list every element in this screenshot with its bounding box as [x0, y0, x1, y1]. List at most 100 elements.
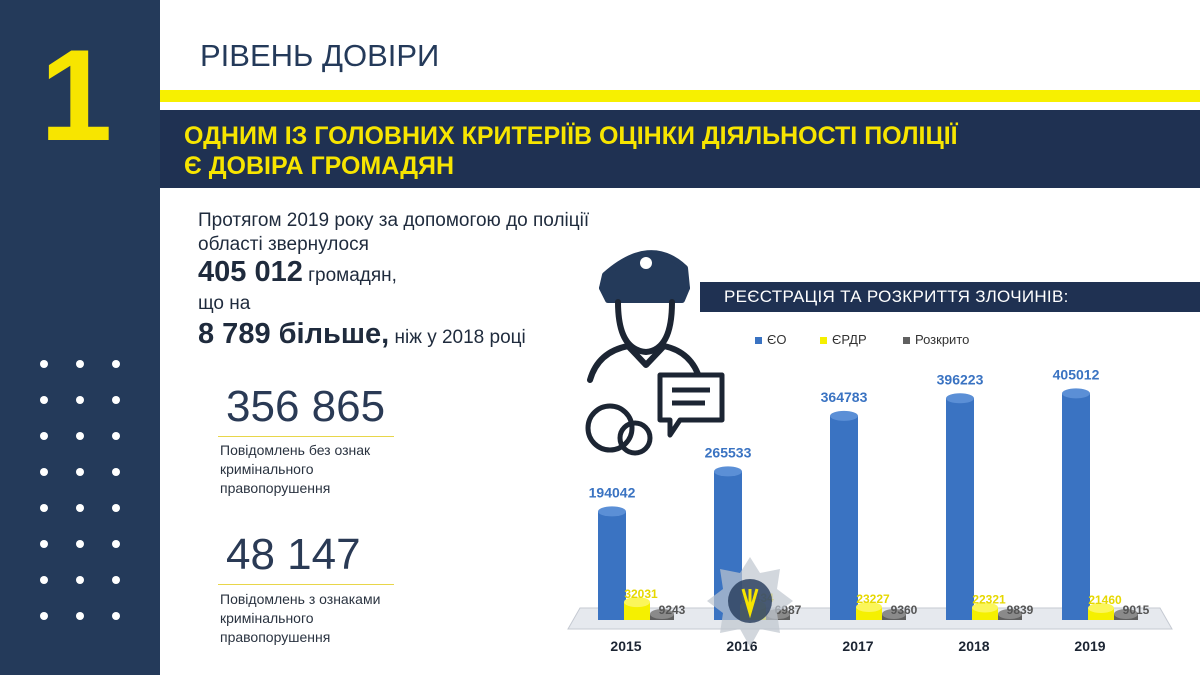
x-tick-label: 2017 [842, 638, 873, 654]
intro-line-2: області звернулося [198, 234, 369, 255]
decorative-dot [40, 468, 48, 476]
decorative-dot [76, 504, 84, 512]
stat-value-non-criminal: 356 865 [226, 382, 386, 431]
bar-cap [856, 602, 882, 613]
bar-cap [624, 597, 650, 608]
x-tick-label: 2015 [610, 638, 641, 654]
legend-item-eo: ЄО [755, 332, 786, 347]
intro-line-4: що на [198, 293, 251, 314]
decorative-dot [112, 576, 120, 584]
bar-cap [972, 602, 998, 613]
decorative-dot [40, 432, 48, 440]
handcuffs-icon [585, 403, 653, 456]
banner-line-1: ОДНИМ ІЗ ГОЛОВНИХ КРИТЕРІЇВ ОЦІНКИ ДІЯЛЬ… [184, 122, 958, 150]
legend-label: ЄРДР [832, 332, 867, 347]
stat-desc-line: правопорушення [220, 629, 331, 645]
stat-desc-line: Повідомлень без ознак [220, 442, 371, 458]
intro-difference: 8 789 більше, ніж у 2018 році [198, 318, 526, 351]
bar-cap [650, 609, 674, 619]
decorative-dot [76, 396, 84, 404]
decorative-dot [76, 540, 84, 548]
decorative-dot [40, 504, 48, 512]
legend-swatch [903, 337, 910, 345]
decorative-dot [112, 468, 120, 476]
bar-cap [598, 506, 626, 517]
data-label: 23227 [856, 592, 890, 606]
citizens-count: 405 012 [198, 256, 303, 288]
legend-item-solved: Розкрито [903, 332, 969, 347]
decorative-dot [76, 468, 84, 476]
data-label: 265533 [705, 444, 752, 460]
bar-ЄО-2018 [946, 398, 974, 620]
chart-title-bar: РЕЄСТРАЦІЯ ТА РОЗКРИТТЯ ЗЛОЧИНІВ: [700, 282, 1200, 312]
police-officer-icon [585, 250, 725, 456]
data-label: 21460 [1088, 593, 1122, 607]
decorative-dot [76, 612, 84, 620]
legend-label: ЄО [767, 332, 787, 347]
stat-divider [218, 436, 394, 437]
data-label: 9360 [891, 603, 918, 617]
bar-cap [1088, 602, 1114, 613]
decorative-dot [112, 432, 120, 440]
bar-cap [830, 410, 858, 421]
crime-chart: 1940423203192432015265533254346987201636… [567, 366, 1173, 654]
decorative-dot [40, 360, 48, 368]
data-label: 364783 [821, 389, 868, 405]
difference-value: 8 789 більше, [198, 318, 390, 350]
legend-label: Розкрито [915, 332, 970, 347]
stat-desc-non-criminal: Повідомлень без ознак кримінального прав… [220, 441, 410, 498]
decorative-dot [76, 432, 84, 440]
stat-desc-line: кримінального [220, 610, 314, 626]
police-badge-icon [707, 557, 793, 647]
legend-item-erdr: ЄРДР [820, 332, 867, 347]
data-label: 9015 [1123, 603, 1150, 617]
bar-cap [946, 393, 974, 404]
stat-desc-line: Повідомлень з ознаками [220, 591, 381, 607]
decorative-dot [112, 540, 120, 548]
intro-line-1: Протягом 2019 року за допомогою до поліц… [198, 210, 590, 231]
bar-cap [714, 466, 742, 477]
decorative-dot [112, 396, 120, 404]
x-tick-label: 2018 [958, 638, 989, 654]
data-label: 396223 [937, 371, 984, 387]
headline-banner: ОДНИМ ІЗ ГОЛОВНИХ КРИТЕРІЇВ ОЦІНКИ ДІЯЛЬ… [160, 110, 1200, 188]
bar-cap [998, 609, 1022, 619]
legend-swatch [755, 337, 762, 345]
decorative-dot [112, 504, 120, 512]
data-label: 9839 [1007, 603, 1034, 617]
data-label: 9243 [659, 603, 686, 617]
title-underline [160, 90, 1200, 102]
difference-suffix: ніж у 2018 році [389, 327, 526, 348]
citizens-suffix: громадян, [302, 265, 397, 286]
decorative-dot [40, 612, 48, 620]
bar-cap [1062, 388, 1090, 399]
bar-ЄО-2017 [830, 415, 858, 620]
decorative-dot [76, 576, 84, 584]
page-title: РІВЕНЬ ДОВІРИ [200, 38, 440, 73]
bar-cap [882, 609, 906, 619]
stat-desc-criminal: Повідомлень з ознаками кримінального пра… [220, 590, 410, 647]
bar-cap [1114, 609, 1138, 619]
intro-citizens: 405 012 громадян, [198, 256, 397, 289]
chart-title: РЕЄСТРАЦІЯ ТА РОЗКРИТТЯ ЗЛОЧИНІВ: [724, 287, 1069, 306]
decorative-dot [40, 540, 48, 548]
decorative-dot [112, 360, 120, 368]
decorative-dot [76, 360, 84, 368]
report-document-icon [657, 372, 725, 438]
bar-ЄРДР-2015 [624, 602, 650, 620]
decorative-dot [40, 396, 48, 404]
data-label: 194042 [589, 484, 636, 500]
banner-line-2: Є ДОВІРА ГРОМАДЯН [184, 152, 455, 180]
stat-value-criminal: 48 147 [226, 530, 361, 579]
stat-divider [218, 584, 394, 585]
data-label: 22321 [972, 593, 1006, 607]
x-tick-label: 2019 [1074, 638, 1105, 654]
legend-swatch [820, 337, 827, 345]
bar-ЄО-2019 [1062, 393, 1090, 620]
bar-ЄО-2015 [598, 511, 626, 620]
sidebar: 1 [0, 0, 160, 675]
stat-desc-line: кримінального [220, 461, 314, 477]
decorative-dot [40, 576, 48, 584]
stat-desc-line: правопорушення [220, 480, 331, 496]
data-label: 405012 [1053, 366, 1100, 382]
